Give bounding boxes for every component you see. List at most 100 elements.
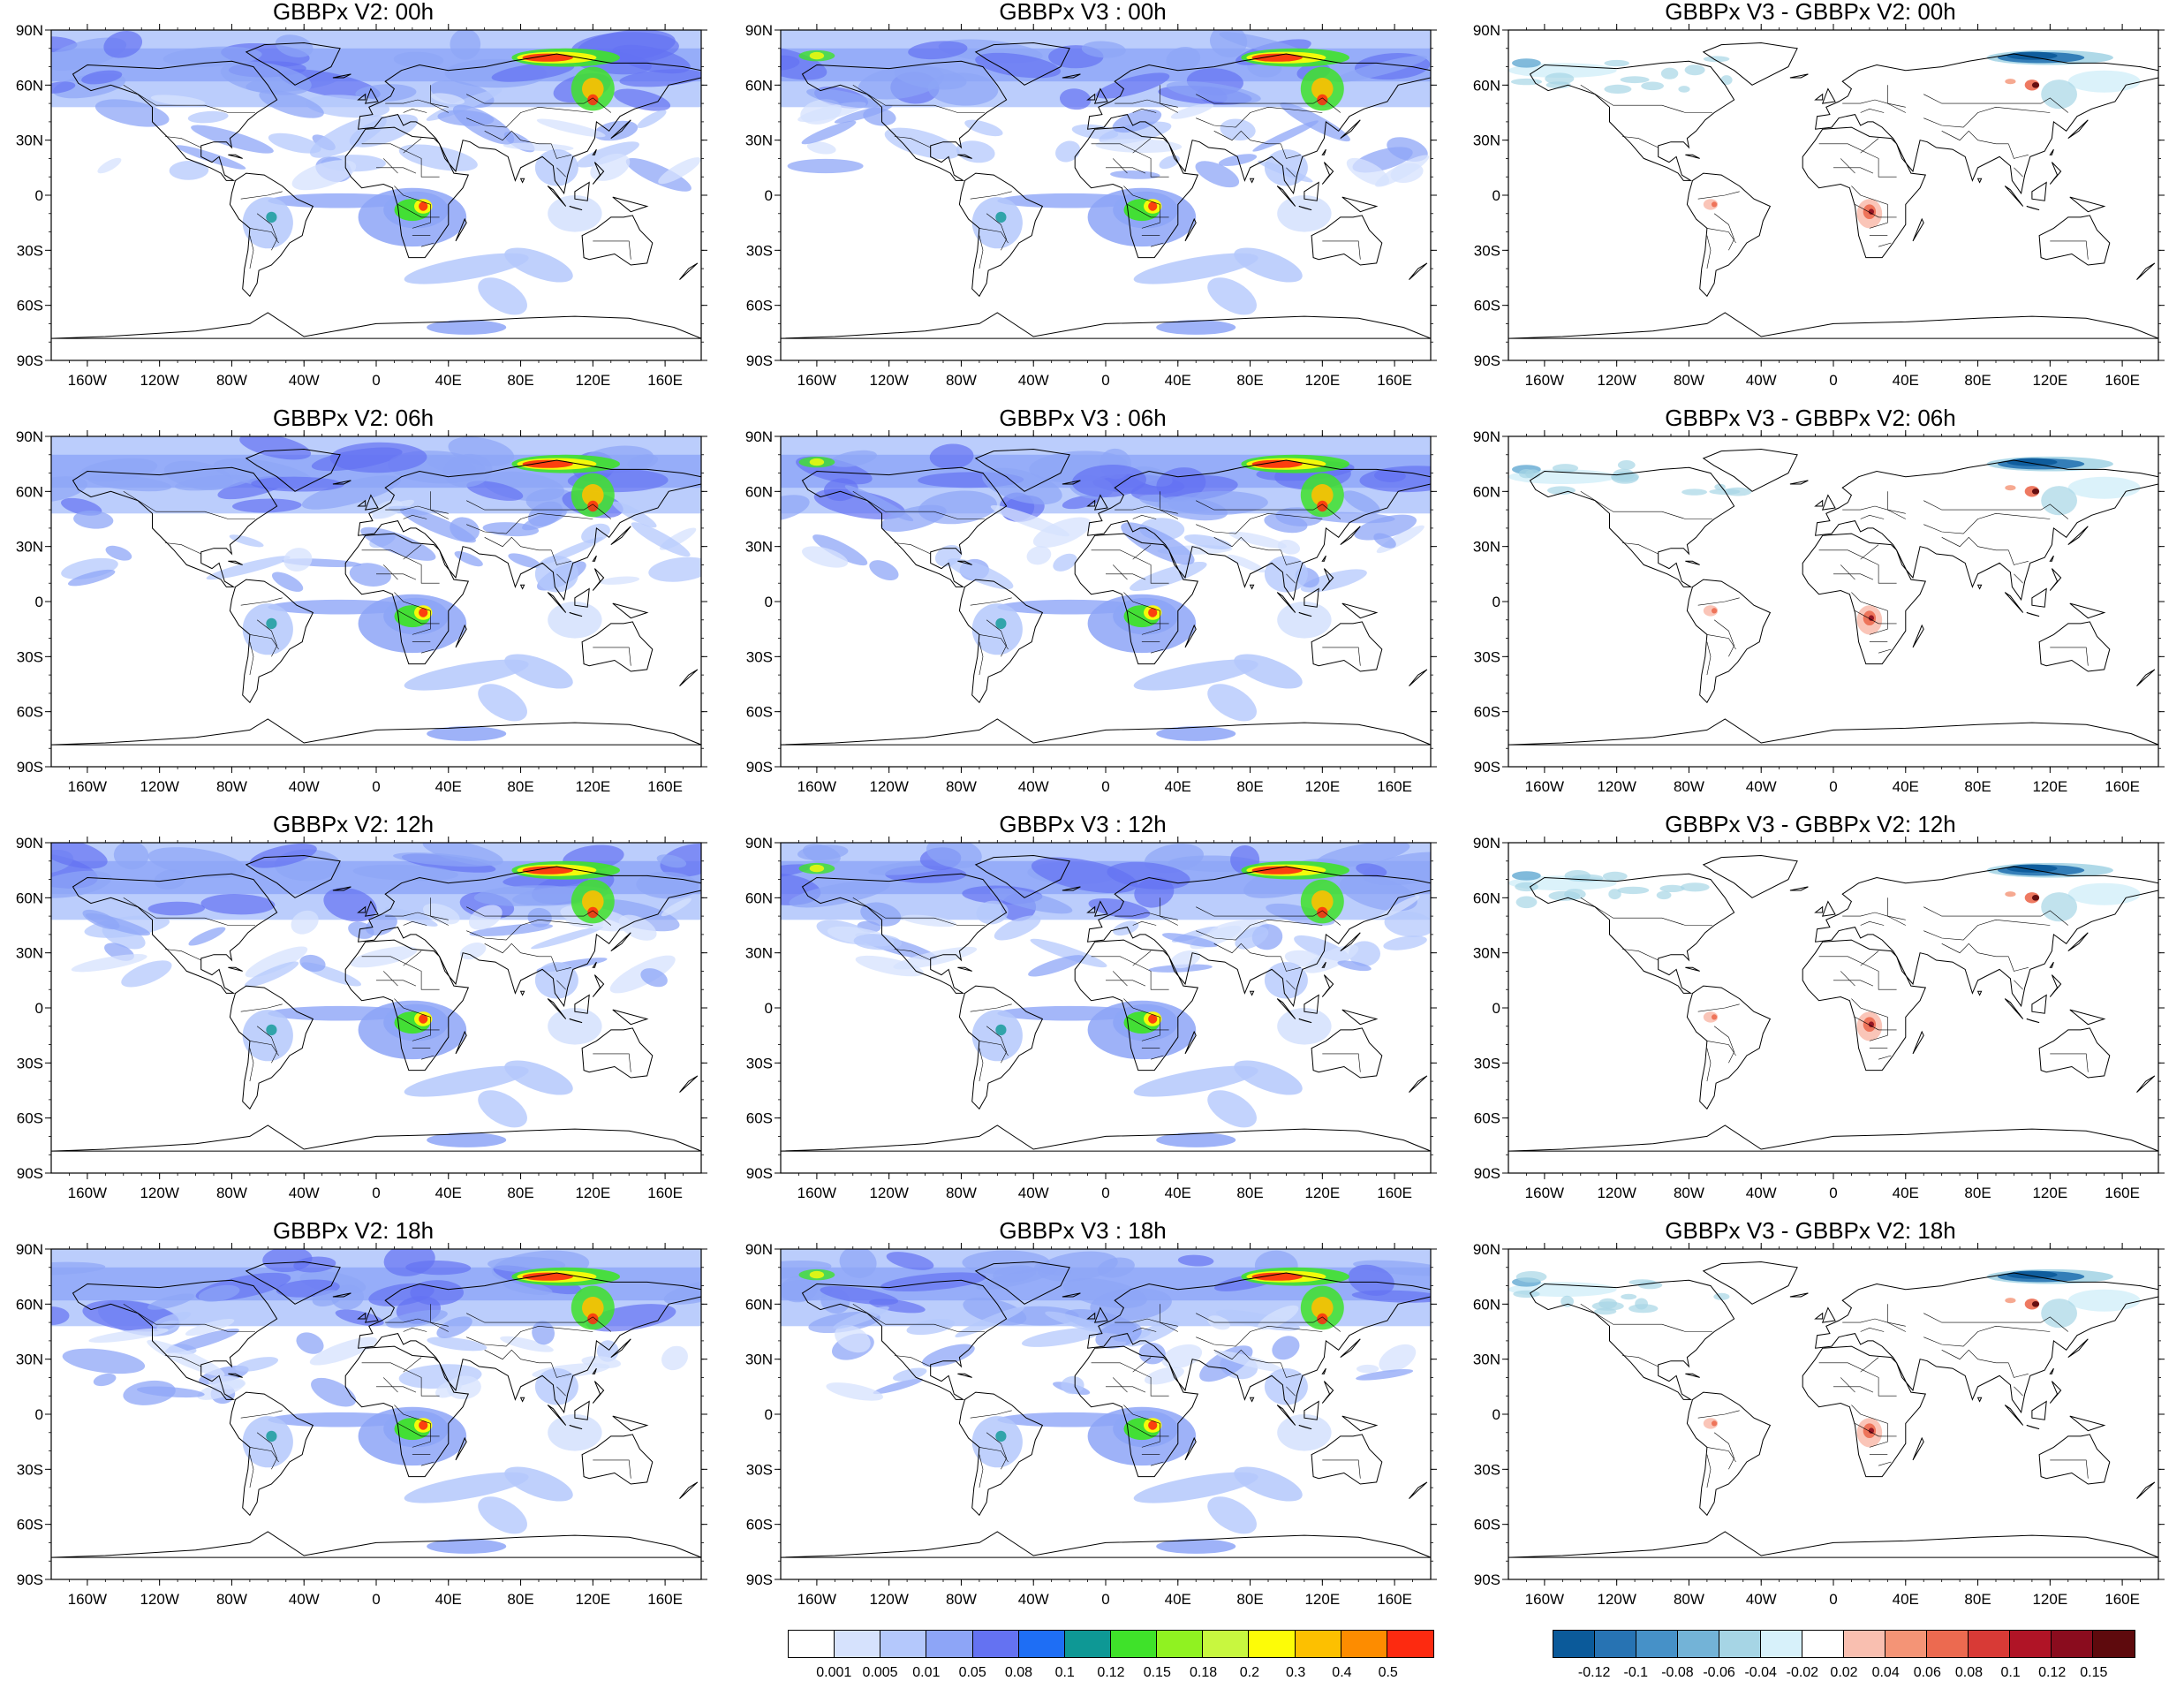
lat-tick-label: 60S bbox=[17, 704, 43, 721]
lon-tick-label: 120E bbox=[2032, 778, 2067, 795]
lon-tick-label: 0 bbox=[1101, 1591, 1109, 1608]
world-map: 90N 60N 30N 0 30S 60S 90S 160W 120W 80W 40W 0 40E 80E… bbox=[1473, 835, 2165, 1201]
lat-tick-label: 60S bbox=[746, 704, 773, 721]
colorbar-swatch bbox=[1064, 1631, 1111, 1657]
colorbar-swatch bbox=[1761, 1631, 1802, 1657]
lat-tick-label: 90S bbox=[1474, 759, 1500, 776]
lat-tick-label: 0 bbox=[765, 594, 773, 610]
lat-tick-label: 60N bbox=[16, 77, 43, 94]
colorbar-label: -0.04 bbox=[1744, 1665, 1777, 1680]
lon-tick-label: 160W bbox=[797, 372, 836, 389]
colorbar-label: -0.06 bbox=[1703, 1665, 1735, 1680]
lon-tick-label: 40E bbox=[435, 1591, 462, 1608]
lon-tick-label: 160W bbox=[1525, 778, 1564, 795]
lat-tick-label: 90S bbox=[17, 352, 43, 369]
colorbar-label: 0.04 bbox=[1871, 1665, 1900, 1680]
colorbar-absolute-boxes bbox=[788, 1630, 1434, 1658]
coastlines bbox=[781, 42, 1431, 339]
lon-tick-label: 40E bbox=[435, 372, 462, 389]
world-map: 90N 60N 30N 0 30S 60S 90S 160W 120W 80W 40W 0 40E 80E… bbox=[745, 22, 1437, 389]
lat-tick-label: 0 bbox=[35, 594, 43, 610]
colorbar-swatch bbox=[1844, 1631, 1885, 1657]
lat-tick-label: 60N bbox=[745, 890, 773, 906]
lon-tick-label: 40E bbox=[435, 1185, 462, 1201]
world-map: 90N 60N 30N 0 30S 60S 90S 160W 120W 80W 40W 0 40E 80E… bbox=[745, 1241, 1437, 1608]
panel-title: GBBPx V3 : 06h bbox=[999, 405, 1167, 431]
lat-tick-label: 30N bbox=[745, 539, 773, 556]
lat-tick-label: 0 bbox=[765, 187, 773, 204]
country-borders bbox=[123, 85, 631, 269]
lon-tick-label: 80W bbox=[216, 1591, 247, 1608]
coastlines bbox=[1508, 1261, 2158, 1558]
colorbar-label: 0.05 bbox=[958, 1665, 986, 1680]
emission-field bbox=[781, 1249, 1431, 1554]
lat-tick-label: 30N bbox=[745, 133, 773, 149]
lat-tick-label: 90S bbox=[746, 1165, 773, 1182]
colorbar-swatch bbox=[1595, 1631, 1636, 1657]
lon-tick-label: 0 bbox=[1829, 372, 1837, 389]
difference-field bbox=[1508, 49, 2141, 229]
lat-tick-label: 90S bbox=[1474, 1571, 1500, 1588]
lon-tick-label: 120E bbox=[575, 1185, 610, 1201]
lon-tick-label: 120E bbox=[575, 778, 610, 795]
lon-tick-label: 0 bbox=[1101, 778, 1109, 795]
lat-tick-label: 60N bbox=[1473, 890, 1500, 906]
coastlines bbox=[1508, 448, 2158, 746]
lon-tick-label: 120W bbox=[140, 372, 178, 389]
lon-tick-label: 120W bbox=[1597, 1591, 1636, 1608]
world-map: 90N 60N 30N 0 30S 60S 90S 160W 120W 80W 40W 0 40E 80E… bbox=[745, 835, 1437, 1201]
colorbar-label: 0.06 bbox=[1913, 1665, 1941, 1680]
colorbar-label: -0.08 bbox=[1661, 1665, 1694, 1680]
colorbar-swatch bbox=[1157, 1631, 1204, 1657]
colorbar-swatch bbox=[972, 1631, 1019, 1657]
world-map: 90N 60N 30N 0 30S 60S 90S 160W 120W 80W 40W 0 40E 80E… bbox=[16, 428, 707, 795]
lon-tick-label: 80E bbox=[1236, 1185, 1263, 1201]
colorbar-swatch bbox=[1802, 1631, 1844, 1657]
colorbar-swatch bbox=[1885, 1631, 1927, 1657]
colorbar-swatch bbox=[1927, 1631, 1969, 1657]
lon-tick-label: 120W bbox=[140, 778, 178, 795]
lon-tick-label: 40W bbox=[1018, 778, 1049, 795]
lon-tick-label: 120E bbox=[575, 1591, 610, 1608]
coastlines bbox=[781, 854, 1431, 1152]
colorbar-swatch bbox=[1969, 1631, 2010, 1657]
lon-tick-label: 80W bbox=[946, 372, 977, 389]
lon-tick-label: 80W bbox=[1674, 372, 1704, 389]
lon-tick-label: 0 bbox=[372, 1591, 380, 1608]
lat-tick-label: 90N bbox=[16, 428, 43, 445]
lon-tick-label: 80E bbox=[1236, 372, 1263, 389]
lat-tick-label: 30S bbox=[746, 648, 773, 665]
coastlines bbox=[781, 1261, 1431, 1558]
coastlines bbox=[1508, 42, 2158, 339]
colorbar-swatch bbox=[1203, 1631, 1250, 1657]
lon-tick-label: 120W bbox=[1597, 778, 1636, 795]
lon-tick-label: 120E bbox=[1304, 778, 1340, 795]
lat-tick-label: 30S bbox=[1474, 648, 1500, 665]
lon-tick-label: 80E bbox=[1236, 1591, 1263, 1608]
lon-tick-label: 40E bbox=[1893, 1591, 1919, 1608]
coastlines bbox=[781, 448, 1431, 746]
colorbar-swatch bbox=[1249, 1631, 1296, 1657]
colorbar-label: 0.02 bbox=[1830, 1665, 1858, 1680]
lon-tick-label: 40W bbox=[1746, 1591, 1777, 1608]
country-borders bbox=[1580, 85, 2089, 269]
lon-tick-label: 160E bbox=[2105, 1185, 2140, 1201]
difference-field bbox=[1508, 1268, 2141, 1448]
panel-title: GBBPx V3 : 12h bbox=[999, 811, 1167, 837]
colorbar-swatch bbox=[926, 1631, 973, 1657]
lat-tick-label: 90N bbox=[1473, 835, 1500, 852]
lon-tick-label: 160E bbox=[647, 372, 683, 389]
lon-tick-label: 160W bbox=[68, 1185, 107, 1201]
map-panel: GBBPx V3 : 06h 90N 60N 30N 0 30S 60S 90S 160W 120… bbox=[729, 405, 1437, 813]
colorbar-label: 0.5 bbox=[1378, 1665, 1398, 1680]
emission-field bbox=[51, 436, 701, 741]
map-panel: GBBPx V2: 18h 90N 60N 30N 0 30S 60S 90S 160W 120W… bbox=[0, 1219, 707, 1625]
panel-title: GBBPx V3 : 18h bbox=[999, 1217, 1167, 1244]
lat-tick-label: 0 bbox=[35, 1406, 43, 1423]
lat-tick-label: 90S bbox=[746, 1571, 773, 1588]
lon-tick-label: 40W bbox=[1018, 372, 1049, 389]
emission-field bbox=[781, 843, 1431, 1147]
lat-tick-label: 90S bbox=[746, 759, 773, 776]
lon-tick-label: 160W bbox=[68, 372, 107, 389]
lon-tick-label: 160E bbox=[1377, 778, 1412, 795]
